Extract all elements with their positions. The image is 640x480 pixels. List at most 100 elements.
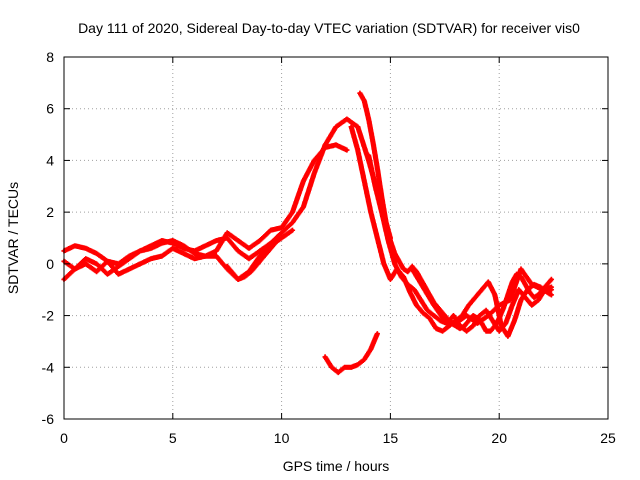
- series-track-g: [409, 266, 555, 326]
- series-track-f: [348, 124, 555, 339]
- data-point: [225, 264, 229, 268]
- data-point: [138, 262, 142, 266]
- data-point: [465, 329, 469, 333]
- data-point: [380, 195, 384, 199]
- data-point: [280, 236, 284, 240]
- y-tick-label: -2: [42, 308, 55, 324]
- data-point: [517, 288, 521, 292]
- series-track-h: [322, 331, 380, 376]
- data-point: [256, 262, 260, 266]
- data-point: [275, 239, 279, 243]
- y-axis-label: SDTVAR / TECUs: [5, 182, 21, 294]
- data-point: [441, 329, 445, 333]
- data-point: [484, 308, 488, 312]
- data-point: [193, 251, 197, 256]
- data-markers: [348, 124, 555, 339]
- data-point: [406, 270, 410, 274]
- data-point: [236, 277, 240, 281]
- data-point: [95, 270, 99, 274]
- series-layer: [61, 90, 555, 376]
- data-point: [375, 166, 379, 170]
- x-tick-label: 5: [169, 430, 177, 446]
- data-point: [549, 277, 554, 281]
- data-point: [330, 365, 334, 369]
- data-point: [530, 303, 534, 307]
- data-point: [497, 303, 501, 307]
- y-tick-label: -6: [42, 411, 55, 427]
- x-tick-label: 25: [600, 430, 616, 446]
- data-point: [475, 321, 479, 325]
- data-point: [386, 239, 390, 243]
- data-point: [214, 249, 218, 253]
- y-tick-label: 2: [46, 204, 54, 220]
- data-point: [127, 257, 131, 261]
- data-point: [401, 267, 406, 271]
- data-markers: [61, 116, 393, 267]
- data-point: [301, 205, 305, 209]
- data-point: [512, 319, 517, 323]
- data-point: [519, 298, 523, 302]
- data-point: [388, 277, 392, 281]
- y-tick-label: -4: [42, 359, 55, 375]
- data-point: [323, 145, 327, 150]
- data-point: [334, 143, 338, 147]
- data-point: [504, 321, 508, 325]
- data-point: [336, 370, 340, 375]
- data-point: [232, 272, 236, 276]
- x-tick-label: 15: [383, 430, 399, 446]
- data-point: [525, 288, 530, 292]
- data-point: [519, 267, 523, 271]
- chart-title: Day 111 of 2020, Sidereal Day-to-day VTE…: [78, 20, 580, 36]
- data-point: [269, 246, 273, 250]
- y-tick-label: 8: [46, 49, 54, 65]
- data-point: [349, 365, 353, 369]
- data-point: [356, 125, 360, 129]
- data-point: [380, 210, 384, 214]
- data-point: [258, 249, 262, 253]
- data-point: [375, 236, 379, 240]
- data-point: [247, 246, 251, 250]
- data-point: [458, 324, 462, 328]
- y-tick-label: 4: [46, 152, 54, 168]
- data-point: [95, 262, 99, 266]
- data-point: [497, 329, 501, 333]
- data-point: [421, 311, 425, 315]
- data-point: [502, 306, 506, 310]
- data-point: [367, 117, 371, 121]
- data-point: [419, 298, 423, 302]
- data-point: [203, 244, 207, 248]
- data-point: [149, 257, 153, 261]
- data-point: [421, 285, 425, 289]
- data-point: [443, 319, 447, 323]
- data-point: [438, 319, 442, 323]
- data-point: [262, 254, 266, 258]
- data-point: [362, 99, 366, 103]
- data-point: [258, 239, 262, 243]
- data-point: [349, 125, 353, 129]
- data-point: [541, 288, 545, 292]
- data-point: [506, 334, 510, 338]
- data-point: [451, 314, 456, 318]
- data-point: [432, 303, 436, 307]
- data-point: [290, 228, 295, 232]
- data-point: [160, 241, 164, 245]
- data-point: [454, 321, 458, 325]
- data-point: [401, 275, 406, 279]
- data-point: [549, 293, 554, 297]
- data-point: [84, 246, 88, 250]
- data-point: [465, 314, 469, 318]
- data-point: [105, 272, 110, 276]
- data-point: [367, 153, 371, 157]
- data-point: [138, 249, 142, 253]
- data-point: [116, 264, 120, 268]
- data-point: [323, 355, 327, 359]
- data-point: [116, 272, 120, 276]
- data-point: [480, 288, 484, 292]
- data-point: [358, 91, 362, 95]
- data-point: [269, 228, 273, 232]
- data-point: [362, 179, 366, 183]
- data-point: [356, 148, 360, 152]
- data-point: [290, 220, 295, 225]
- data-point: [375, 332, 379, 336]
